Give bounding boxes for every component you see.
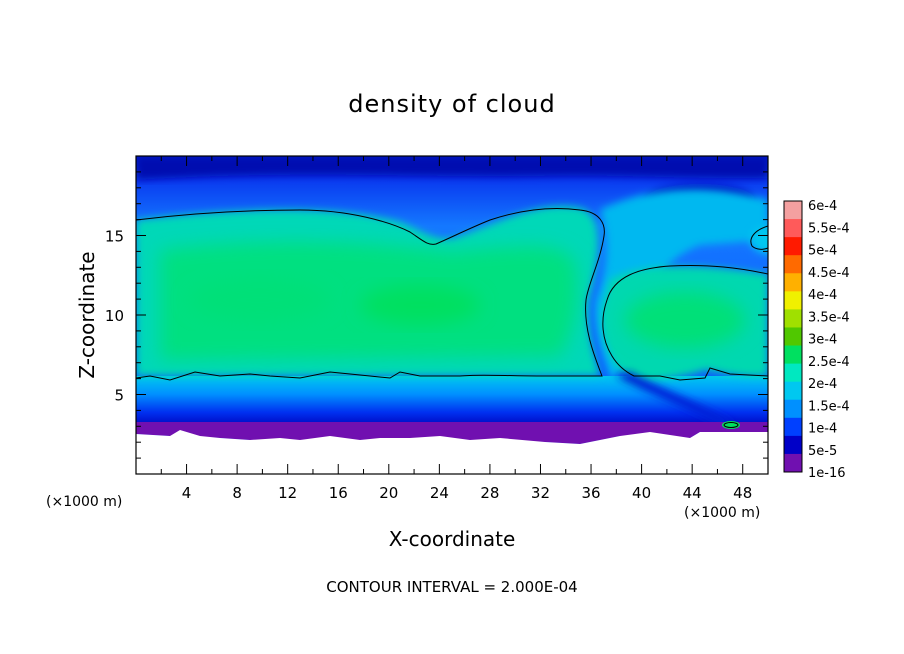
- z-tick-label: 10: [105, 307, 124, 325]
- x-tick-label: 32: [531, 484, 550, 502]
- colorbar-swatch: [784, 219, 802, 238]
- colorbar-label: 2e-4: [808, 377, 837, 392]
- downdraft-streak: [616, 372, 736, 425]
- x-tick-label: 40: [632, 484, 651, 502]
- colorbar-label: 5.5e-4: [808, 221, 850, 236]
- z-axis-label: Z-coordinate: [75, 251, 99, 378]
- colorbar-swatch: [784, 201, 802, 220]
- colorbar-label: 1e-4: [808, 422, 837, 437]
- x-tick-label: 20: [379, 484, 398, 502]
- x-axis-ticks: 4 8 12 16 20 24 28 32 36 40 44 48: [160, 156, 752, 502]
- colorbar-label: 5e-5: [808, 444, 837, 459]
- colorbar-swatch: [784, 291, 802, 310]
- colorbar-swatch: [784, 327, 802, 347]
- z-tick-label: 15: [105, 228, 124, 246]
- x-tick-label: 28: [480, 484, 499, 502]
- x-tick-label: 16: [329, 484, 348, 502]
- density-field: [136, 156, 768, 474]
- colorbar-swatch: [784, 309, 802, 328]
- contour-surface-spot: [723, 422, 739, 428]
- contour-upper-right: [750, 225, 768, 250]
- z-tick-label: 5: [114, 387, 124, 405]
- contour-right-cloud: [602, 264, 768, 381]
- x-axis-label: X-coordinate: [389, 527, 516, 551]
- main-cloud-highlight-1: [360, 285, 480, 325]
- x-tick-label: 8: [232, 484, 242, 502]
- colorbar-label: 3e-4: [808, 333, 837, 348]
- contour-interval-note: CONTOUR INTERVAL = 2.000E-04: [326, 578, 577, 596]
- chart-title: density of cloud: [348, 90, 555, 118]
- colorbar-label: 1.5e-4: [808, 399, 850, 414]
- colorbar-swatch: [784, 417, 802, 437]
- colorbar-swatch: [784, 237, 802, 256]
- x-tick-label: 12: [278, 484, 297, 502]
- main-cloud-highlight-2: [190, 278, 330, 322]
- colorbar-swatch: [784, 255, 802, 274]
- z-unit-label: (×1000 m): [46, 494, 122, 510]
- colorbar-label: 6e-4: [808, 199, 837, 214]
- colorbar-swatch: [784, 363, 802, 383]
- colorbar-swatch: [784, 345, 802, 365]
- colorbar-label: 5e-4: [808, 244, 837, 259]
- colorbar-label: 4e-4: [808, 288, 837, 303]
- right-cloud-core: [625, 292, 745, 348]
- lower-gradient-layer: [136, 376, 768, 428]
- x-tick-label: 4: [182, 484, 192, 502]
- x-tick-label: 44: [683, 484, 702, 502]
- colorbar-label: 2.5e-4: [808, 355, 850, 370]
- colorbar-swatch: [784, 273, 802, 292]
- x-unit-label: (×1000 m): [684, 505, 760, 521]
- contour-main-cloud: [136, 208, 605, 381]
- colorbar-swatch: [784, 453, 802, 473]
- top-dark-band: [136, 156, 768, 180]
- z-axis-ticks: 5 10 15: [105, 171, 768, 459]
- colorbar-label: 1e-16: [808, 466, 846, 481]
- purple-ground-band: [136, 422, 768, 444]
- x-tick-label: 24: [430, 484, 449, 502]
- colorbar-swatch: [784, 435, 802, 455]
- colorbar-label: 4.5e-4: [808, 266, 850, 281]
- x-tick-label: 48: [733, 484, 752, 502]
- colorbar-frame: [783, 200, 803, 473]
- cloud-free-region: [136, 430, 768, 474]
- colorbar-swatch: [784, 381, 802, 401]
- x-tick-label: 36: [581, 484, 600, 502]
- colorbar-label: 3.5e-4: [808, 310, 850, 325]
- contours: [136, 208, 768, 428]
- colorbar-swatch: [784, 399, 802, 419]
- colorbar: 6e-4 5.5e-4 5e-4 4.5e-4 4e-4 3.5e-4 3e-4 2.5e-4…: [783, 199, 850, 481]
